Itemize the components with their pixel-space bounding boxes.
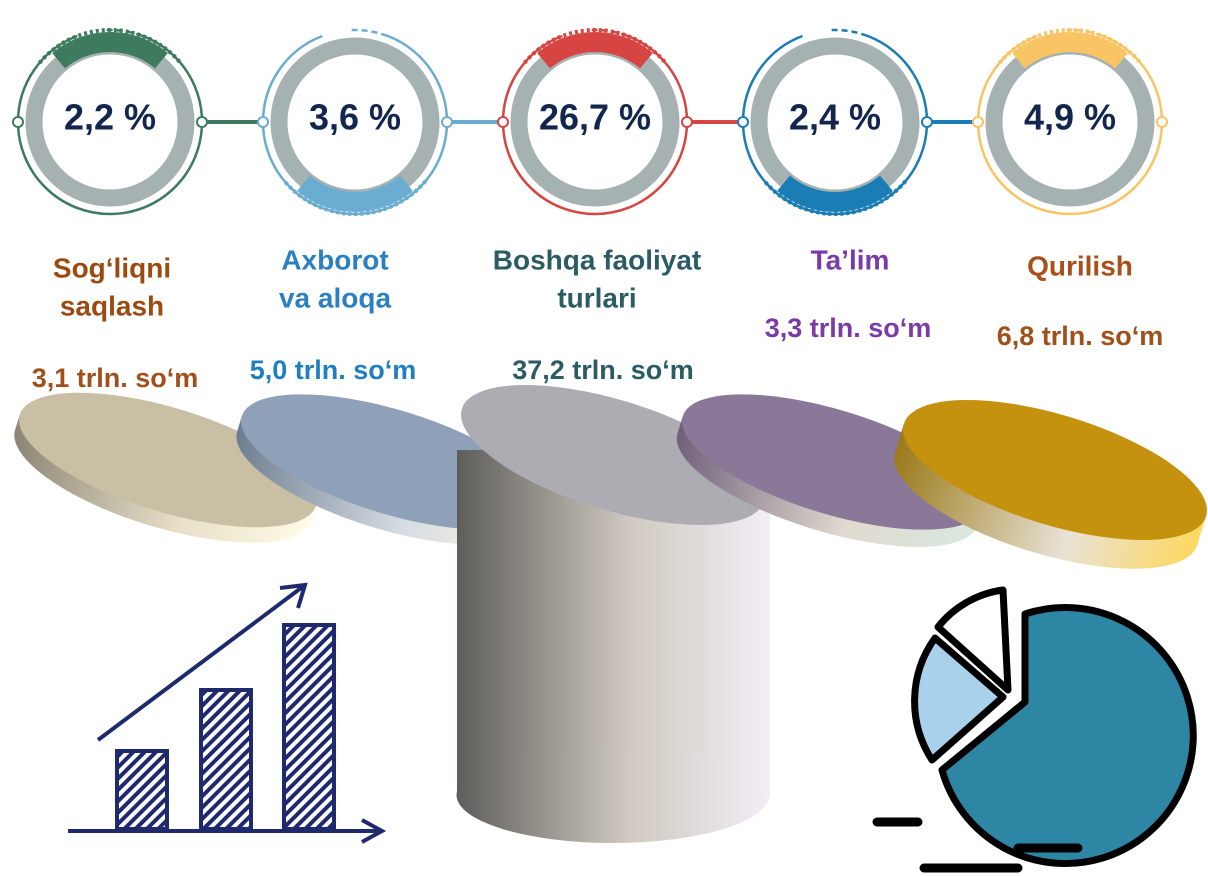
disc xyxy=(14,392,318,543)
connector-dot xyxy=(1156,116,1168,128)
ring-accent xyxy=(777,175,893,212)
connector-dot xyxy=(497,116,509,128)
ring xyxy=(497,28,693,216)
pie-icon xyxy=(872,586,1197,873)
percent: 2,2 % xyxy=(64,97,156,138)
sector-name: Sog‘liqni xyxy=(53,252,171,283)
ring-accent xyxy=(37,28,183,65)
connector-dot xyxy=(12,116,24,128)
amount: 3,3 trln. so‘m xyxy=(765,313,932,343)
sector-name: Boshqa faoliyat xyxy=(493,244,701,275)
ring-accent xyxy=(537,32,653,69)
ring-accent xyxy=(282,179,428,216)
ring-accent xyxy=(297,175,413,212)
ring-accent xyxy=(762,179,908,216)
sector-name: Axborot xyxy=(281,244,388,275)
percent: 3,6 % xyxy=(309,97,401,138)
ring xyxy=(737,28,933,216)
connector-dot xyxy=(972,116,984,128)
amount: 3,1 trln. so‘m xyxy=(32,363,199,393)
ring-accent xyxy=(1012,32,1128,69)
ring xyxy=(257,28,453,216)
disc xyxy=(894,399,1207,569)
percent: 26,7 % xyxy=(539,97,651,138)
sector-name: turlari xyxy=(557,282,636,313)
connector-dot xyxy=(257,116,269,128)
amount: 6,8 trln. so‘m xyxy=(997,321,1164,351)
sector-name: Qurilish xyxy=(1027,250,1133,281)
ring xyxy=(972,28,1168,216)
percent: 4,9 % xyxy=(1024,97,1116,138)
sector-name: Ta’lim xyxy=(811,244,890,275)
connector-dot xyxy=(681,116,693,128)
connector-dot xyxy=(196,116,208,128)
amount: 37,2 trln. so‘m xyxy=(512,355,694,385)
cylinders xyxy=(14,384,1207,843)
sector-name: saqlash xyxy=(60,290,164,321)
column xyxy=(456,384,770,843)
sector-name: va aloqa xyxy=(279,282,391,313)
ring-accent xyxy=(522,28,668,65)
disc xyxy=(676,394,984,547)
ring xyxy=(12,28,208,216)
ring-accent xyxy=(52,32,168,69)
connector-dot xyxy=(737,116,749,128)
percent: 2,4 % xyxy=(789,97,881,138)
ring-accent xyxy=(997,28,1143,65)
connector-dot xyxy=(921,116,933,128)
amount: 5,0 trln. so‘m xyxy=(250,355,417,385)
connector-dot xyxy=(441,116,453,128)
bar-icon xyxy=(68,582,387,844)
